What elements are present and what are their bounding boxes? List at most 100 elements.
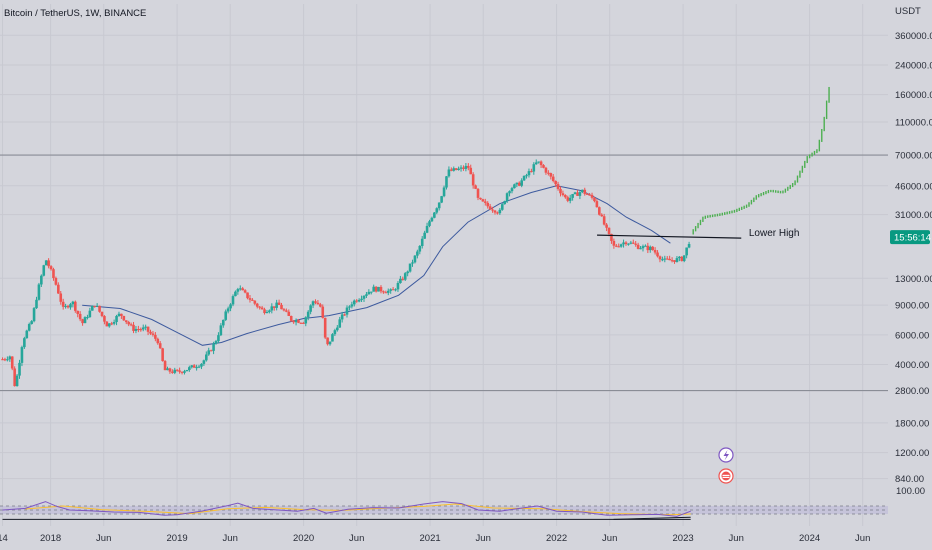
candle-body (226, 308, 230, 312)
candle-body (127, 322, 130, 325)
candle-body (403, 273, 407, 280)
candle-body (442, 187, 446, 197)
candle-body (588, 194, 591, 196)
candle-body (110, 323, 113, 325)
candle-body (418, 246, 422, 252)
candle-body (112, 322, 116, 324)
candle-body (35, 299, 38, 309)
candle-body (583, 189, 587, 194)
candle-body (391, 289, 395, 291)
projection-layer (692, 86, 830, 235)
candle-body (634, 243, 638, 245)
candle-body (534, 162, 538, 165)
candle-body (25, 330, 29, 339)
candle-body (124, 320, 128, 323)
candle-body (661, 259, 664, 261)
lightning-icon[interactable] (718, 447, 734, 463)
price-tick-label: 9000.00 (895, 301, 929, 312)
candle-body (122, 315, 126, 321)
candle-body (302, 322, 305, 324)
candle-body (367, 291, 371, 295)
candle-body (602, 216, 606, 225)
candle-body (636, 244, 640, 249)
candle-body (556, 184, 560, 189)
candle-body (292, 320, 295, 323)
candle-body (374, 286, 378, 292)
candle-body (641, 246, 645, 249)
candle-body (117, 313, 121, 316)
candle-body (522, 175, 526, 181)
lower-high-line[interactable] (597, 234, 742, 239)
candle-body (156, 338, 160, 344)
candle-body (100, 311, 104, 317)
candle-body (280, 304, 283, 310)
time-tick-label: 2019 (167, 533, 188, 544)
rsi-panel (0, 501, 888, 520)
candle-body (532, 164, 536, 172)
time-tick-label: Jun (602, 533, 617, 544)
candle-body (469, 167, 473, 175)
candle-body (221, 319, 225, 326)
candle-body (564, 195, 567, 198)
candle-body (277, 302, 281, 305)
candle-body (343, 314, 346, 316)
candle-body (605, 224, 608, 228)
candle-body (185, 369, 189, 372)
candle-body (183, 371, 186, 373)
candle-body (202, 360, 206, 364)
candle-body (319, 304, 322, 307)
candle-body (294, 320, 298, 323)
candle-body (600, 214, 604, 217)
candle-body (394, 289, 397, 291)
candle-body (435, 208, 439, 213)
candle-body (289, 315, 293, 321)
candle-body (83, 317, 87, 324)
candle-body (78, 313, 82, 320)
flag-icon[interactable] (718, 468, 734, 484)
symbol-title: Bitcoin / TetherUS, 1W, BINANCE (4, 8, 146, 19)
candle-body (120, 313, 123, 316)
candle-body (471, 174, 475, 186)
candle-body (627, 243, 630, 245)
candle-body (629, 242, 633, 244)
candle-body (561, 193, 565, 196)
candle-body (578, 192, 582, 196)
candle-body (520, 180, 523, 186)
candle-body (399, 278, 402, 283)
candle-body (377, 286, 380, 292)
candle-body (479, 197, 482, 200)
candle-body (551, 176, 555, 181)
candle-body (593, 197, 596, 202)
candle-body (537, 161, 540, 163)
candle-body (612, 240, 616, 246)
candle-body (389, 289, 392, 291)
candle-body (491, 209, 494, 211)
currency-label: USDT (895, 6, 921, 17)
time-tick-label: Jun (96, 533, 111, 544)
candle-body (352, 300, 356, 305)
candle-body (651, 246, 654, 250)
candle-body (416, 251, 419, 256)
candle-body (498, 209, 502, 214)
candle-body (255, 303, 259, 307)
rsi-trendline (613, 516, 691, 520)
candle-body (234, 291, 237, 297)
candle-body (90, 305, 94, 311)
candle-body (328, 341, 332, 345)
candle-body (272, 306, 276, 308)
candle-body (437, 202, 441, 209)
candle-body (440, 196, 443, 203)
candle-body (188, 367, 191, 370)
candle-body (306, 311, 310, 318)
candle-body (144, 326, 147, 328)
candle-body (173, 369, 177, 373)
candle-body (648, 246, 652, 251)
candle-body (238, 288, 242, 290)
candle-body (149, 331, 152, 334)
time-tick-label: 14 (0, 533, 8, 544)
candle-body (617, 246, 621, 248)
candle-body (622, 242, 625, 245)
candle-body (263, 309, 266, 314)
candle-body (195, 367, 198, 369)
